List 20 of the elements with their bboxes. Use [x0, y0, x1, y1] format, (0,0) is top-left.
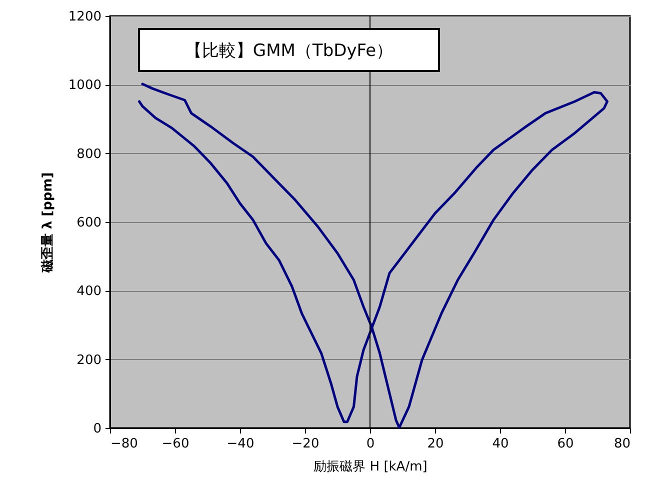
x-tick-label: 80: [614, 436, 630, 452]
x-tick-label: −40: [226, 436, 254, 452]
x-tick-label: −80: [110, 436, 138, 452]
y-axis-title: 磁歪量 λ [ppm]: [40, 172, 56, 274]
y-tick-label: 1000: [68, 78, 102, 94]
x-tick-label: 40: [492, 436, 509, 452]
x-axis-title: 励振磁界 H [kA/m]: [314, 460, 428, 474]
y-tick-label: 1200: [68, 10, 102, 24]
x-tick-label: −20: [292, 436, 320, 452]
annotation: 【比較】GMM（TbDyFe）: [184, 40, 394, 62]
x-tick-label: −60: [162, 436, 190, 452]
y-tick-label: 800: [76, 146, 102, 162]
x-tick-label: 0: [366, 436, 375, 452]
x-tick-label: 60: [557, 436, 574, 452]
x-tick-label: 20: [427, 436, 444, 452]
y-tick-label: 200: [76, 352, 102, 368]
y-tick-label: 400: [76, 284, 102, 300]
y-tick-label: 600: [76, 216, 102, 230]
text-frame: 【比較】GMM（TbDyFe）: [138, 28, 440, 72]
y-tick-label: 0: [93, 422, 102, 436]
